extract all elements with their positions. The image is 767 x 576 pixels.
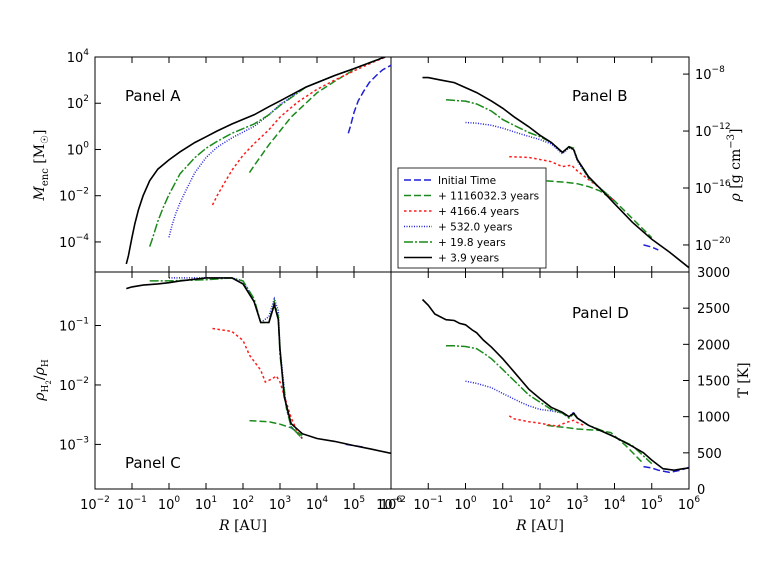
xtick-label-c-4: 102 (232, 495, 254, 513)
ytick-label-b-0: 10−8 (695, 65, 725, 83)
ytick-label-c-2: 10−3 (59, 435, 89, 453)
series-line-panel-c-5 (126, 277, 391, 455)
series-line-panel-c-2 (212, 327, 303, 439)
series-line-panel-a-0 (347, 64, 391, 134)
ytick-label-d-3: 1500 (697, 375, 730, 390)
ytick-label-a-2: 100 (67, 140, 90, 158)
ytick-label-b-1: 10−12 (695, 122, 731, 140)
panel-d-series (421, 298, 689, 474)
legend: Initial Time + 1116032.3 years + 4166.4 ye… (397, 167, 547, 269)
xtick-label-c-0: 10−2 (80, 495, 110, 513)
series-line-panel-b-5 (422, 76, 689, 269)
series-line-panel-d-0 (643, 465, 689, 474)
ytick-label-c-1: 10−2 (59, 376, 89, 394)
series-line-panel-b-2 (509, 155, 615, 202)
panel-a-series (125, 57, 391, 265)
panel-b-ylabel: ρ [g cm−3] (726, 129, 744, 203)
series-line-panel-d-1 (546, 424, 645, 465)
panel-d-label: Panel D (572, 304, 629, 322)
series-line-panel-c-1 (249, 419, 303, 437)
panel-c-ylabel: ρH2/ρH (32, 359, 53, 402)
ytick-label-d-4: 2000 (697, 338, 730, 353)
xtick-label-d-6: 104 (603, 495, 626, 513)
ytick-label-a-3: 10−2 (59, 187, 89, 205)
panel-b-label: Panel B (572, 87, 628, 105)
series-line-panel-c-3 (169, 277, 303, 440)
xtick-label-d-0: 10−2 (376, 495, 406, 513)
xtick-label-d-5: 103 (566, 495, 588, 513)
series-line-panel-c-4 (149, 277, 303, 440)
series-line-panel-b-4 (445, 98, 615, 202)
xtick-label-c-7: 105 (343, 495, 365, 513)
legend-label-1: + 1116032.3 years (438, 191, 539, 203)
series-line-panel-b-0 (643, 244, 659, 251)
series-layer (125, 57, 689, 474)
tick-layer: 10410210010−210−410−810−1210−1610−2010−1… (59, 48, 731, 513)
xtick-label-d-4: 102 (529, 495, 551, 513)
legend-box (397, 167, 547, 269)
series-line-panel-a-5 (125, 57, 388, 265)
series-line-panel-a-3 (168, 57, 388, 238)
ytick-label-a-1: 102 (67, 94, 89, 112)
ytick-label-a-4: 10−4 (59, 233, 89, 251)
ytick-label-d-1: 500 (697, 447, 722, 462)
ytick-label-c-0: 10−1 (59, 317, 89, 335)
x-axis-label-right: R [AU] (515, 518, 564, 534)
series-line-panel-a-4 (148, 57, 388, 247)
series-line-panel-a-2 (211, 57, 388, 206)
legend-label-4: + 19.8 years (438, 237, 506, 249)
xtick-label-c-6: 104 (306, 495, 329, 513)
legend-label-5: + 3.9 years (438, 253, 499, 265)
xtick-label-c-8: 106 (380, 495, 403, 513)
panel-b-series (422, 76, 689, 269)
xtick-label-d-3: 101 (492, 495, 514, 513)
x-axis-label-left: R [AU] (218, 518, 267, 534)
xtick-label-d-8: 106 (678, 495, 701, 513)
legend-items: Initial Time + 1116032.3 years + 4166.4 ye… (404, 175, 539, 265)
ytick-label-d-6: 3000 (697, 266, 730, 281)
xtick-label-d-1: 10−1 (413, 495, 443, 513)
ytick-label-d-2: 1000 (697, 411, 730, 426)
xtick-label-c-5: 103 (269, 495, 291, 513)
panel-c-series (126, 277, 391, 455)
xtick-label-c-2: 100 (158, 495, 181, 513)
series-line-panel-b-1 (546, 180, 653, 239)
legend-label-0: Initial Time (438, 175, 496, 187)
panel-c-label: Panel C (125, 454, 181, 472)
ytick-label-a-0: 104 (67, 48, 90, 66)
series-line-panel-d-2 (508, 415, 585, 427)
xtick-label-c-3: 101 (195, 495, 217, 513)
legend-label-2: + 4166.4 years (438, 206, 519, 218)
xtick-label-c-1: 10−1 (117, 495, 147, 513)
panel-d-ylabel: T [K] (736, 362, 752, 397)
ytick-label-d-5: 2500 (697, 302, 730, 317)
legend-label-3: + 532.0 years (438, 222, 512, 234)
series-line-panel-d-5 (421, 298, 689, 472)
panel-a-label: Panel A (125, 87, 181, 105)
ytick-label-d-0: 0 (697, 483, 705, 498)
xtick-label-d-7: 105 (641, 495, 663, 513)
xtick-label-d-2: 100 (454, 495, 477, 513)
ytick-label-b-2: 10−16 (695, 179, 731, 197)
ytick-label-b-3: 10−20 (695, 236, 731, 254)
panel-a-ylabel: Menc [M☉] (32, 130, 51, 202)
series-line-panel-a-1 (248, 69, 355, 174)
